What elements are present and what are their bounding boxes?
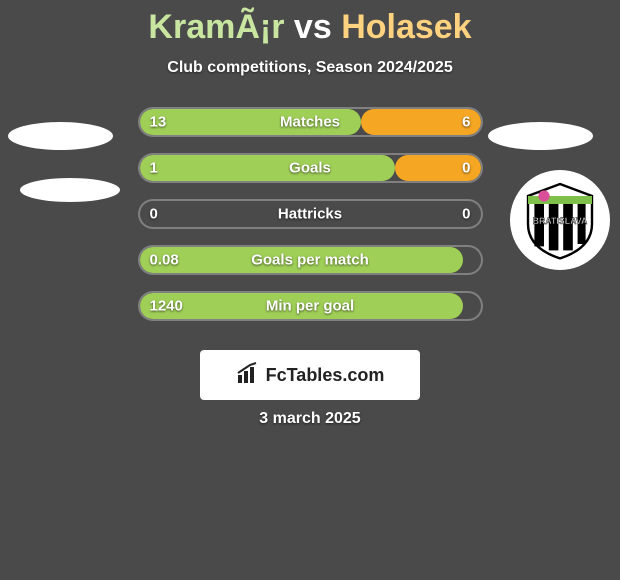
- stat-row-matches: 13 Matches 6: [138, 107, 483, 137]
- stats-container: 13 Matches 6 1 Goals 0 0 Hattricks 0 0.0…: [138, 107, 483, 321]
- branding-text: FcTables.com: [266, 365, 385, 386]
- shield-icon: BRATISLAVA: [520, 180, 600, 260]
- bar-left: [140, 155, 396, 181]
- player1-name: KramÃ¡r: [148, 8, 284, 46]
- stat-label: Goals: [289, 160, 331, 177]
- date-text: 3 march 2025: [259, 410, 360, 428]
- stat-row-goals-per-match: 0.08 Goals per match: [138, 245, 483, 275]
- stat-value-left: 1240: [150, 298, 183, 315]
- stat-value-left: 0: [150, 206, 158, 223]
- stat-value-right: 0: [462, 160, 470, 177]
- stat-value-left: 0.08: [150, 252, 179, 269]
- stat-row-min-per-goal: 1240 Min per goal: [138, 291, 483, 321]
- stat-label: Goals per match: [251, 252, 369, 269]
- stat-value-left: 13: [150, 114, 167, 131]
- decor-ellipse-left-2: [20, 178, 120, 202]
- stat-value-left: 1: [150, 160, 158, 177]
- stat-value-right: 0: [462, 206, 470, 223]
- stat-label: Min per goal: [266, 298, 354, 315]
- stat-label: Matches: [280, 114, 340, 131]
- stat-row-goals: 1 Goals 0: [138, 153, 483, 183]
- svg-text:BRATISLAVA: BRATISLAVA: [533, 216, 588, 226]
- chart-icon: [236, 361, 260, 390]
- club-logo: BRATISLAVA: [510, 170, 610, 270]
- subtitle: Club competitions, Season 2024/2025: [0, 59, 620, 77]
- stat-value-right: 6: [462, 114, 470, 131]
- stat-label: Hattricks: [278, 206, 342, 223]
- decor-ellipse-left-1: [8, 122, 113, 150]
- player2-name: Holasek: [341, 8, 471, 46]
- branding-box: FcTables.com: [200, 350, 420, 400]
- decor-ellipse-right: [488, 122, 593, 150]
- stat-row-hattricks: 0 Hattricks 0: [138, 199, 483, 229]
- page-title: KramÃ¡r vs Holasek: [0, 0, 620, 47]
- vs-text: vs: [294, 8, 332, 46]
